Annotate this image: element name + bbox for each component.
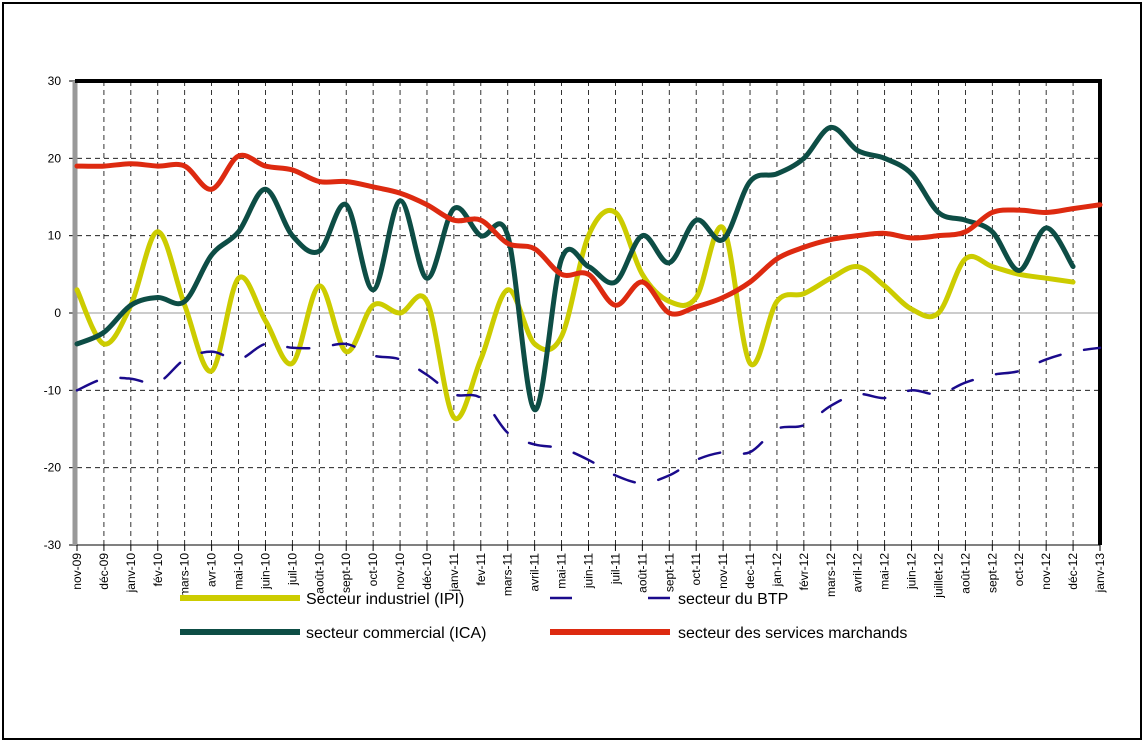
x-tick-label: déc-09 [97,553,111,590]
x-tick-label: sept-12 [985,553,999,593]
x-tick-label: août-11 [635,553,649,593]
y-tick-label: -30 [44,538,62,552]
x-tick-label: juillet-12 [931,553,945,599]
x-tick-label: avril-11 [528,553,542,592]
x-tick-label: fév-10 [151,553,165,587]
x-tick-label: avr-10 [205,553,219,587]
y-tick-label: 30 [48,74,62,88]
x-tick-label: avril-12 [851,553,865,593]
x-tick-label: nov-10 [393,553,407,590]
x-tick-label: juin-10 [258,553,272,590]
series-line [74,152,1103,317]
x-tick-label: janv-13 [1093,553,1107,594]
x-tick-label: déc-12 [1066,553,1080,590]
legend-label: Secteur industriel (IPI) [306,591,464,608]
x-tick-label: nov-11 [716,553,730,589]
y-tick-label: 10 [48,229,62,243]
x-tick-label: dec-11 [743,553,757,589]
y-tick-label: 0 [54,306,61,320]
series-line [74,124,1076,413]
x-tick-label: jan-12 [770,553,784,588]
x-tick-label: juin-12 [905,553,919,590]
x-tick-label: sept-11 [662,553,676,592]
x-tick-label: août-10 [312,553,326,594]
x-tick-label: sept-10 [339,553,353,593]
y-tick-label: -20 [44,461,62,475]
legend-label: secteur commercial (ICA) [306,625,486,642]
x-tick-label: déc-10 [420,553,434,590]
x-tick-label: mai-11 [555,553,569,589]
series-line [75,342,1102,485]
x-tick-label: mars-12 [824,553,838,597]
x-tick-label: juil-10 [285,553,299,586]
x-tick-label: fev-11 [474,553,488,586]
x-tick-label: juin-11 [582,553,596,589]
x-tick-label: mars-10 [178,553,192,597]
x-tick-label: mai-12 [878,553,892,590]
x-tick-label: oct-10 [366,553,380,587]
x-tick-label: janv-11 [447,553,461,593]
x-tick-label: nov-12 [1039,553,1053,590]
x-tick-label: oct-12 [1012,553,1026,587]
x-tick-label: nov-09 [70,553,84,590]
x-tick-label: août-12 [958,553,972,594]
y-tick-label: -10 [44,383,62,397]
series-line [74,207,1076,422]
legend-label: secteur du BTP [678,591,788,608]
legend-label: secteur des services marchands [678,625,907,642]
x-tick-label: mars-11 [501,553,515,596]
x-tick-label: mai-10 [232,553,246,590]
x-tick-label: juil-11 [608,553,622,585]
x-tick-label: févr-12 [797,553,811,591]
x-tick-label: janv-10 [124,553,138,594]
y-tick-label: 20 [48,151,62,165]
x-tick-label: oct-11 [689,553,703,586]
